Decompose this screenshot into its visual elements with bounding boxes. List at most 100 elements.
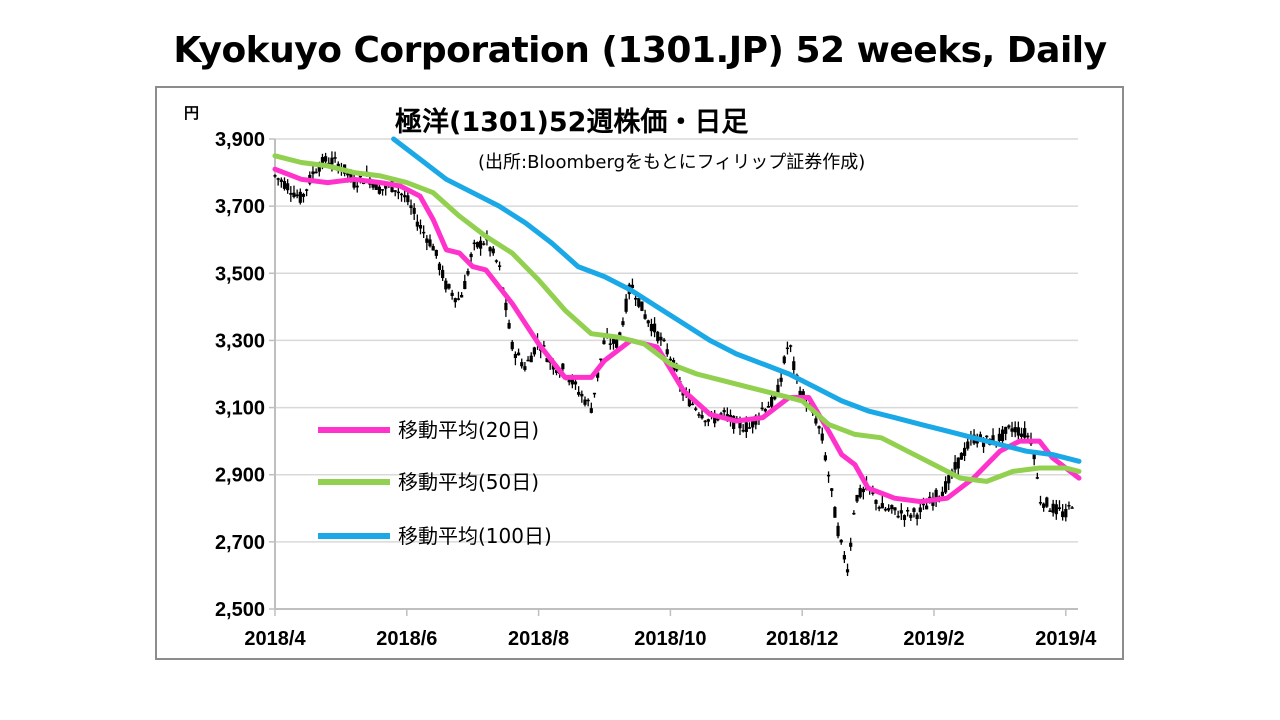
price-candle bbox=[479, 240, 483, 249]
legend-label: 移動平均(20日) bbox=[398, 418, 539, 442]
price-candle bbox=[602, 340, 606, 345]
price-candle bbox=[444, 280, 448, 290]
price-candle bbox=[377, 186, 381, 194]
price-candle bbox=[618, 332, 622, 337]
price-candle bbox=[896, 515, 900, 518]
price-candle bbox=[516, 352, 521, 356]
price-candle bbox=[507, 322, 511, 329]
price-candle bbox=[997, 433, 1001, 441]
x-tick-label: 2018/10 bbox=[634, 628, 706, 650]
price-candle bbox=[1045, 497, 1049, 507]
price-candle bbox=[466, 271, 470, 275]
price-candle bbox=[915, 514, 919, 520]
price-candle bbox=[472, 242, 476, 245]
slide-title: Kyokuyo Corporation (1301.JP) 52 weeks, … bbox=[173, 30, 1107, 71]
price-candle bbox=[836, 525, 840, 537]
price-candle bbox=[785, 347, 790, 350]
price-candle bbox=[510, 341, 514, 350]
price-candle bbox=[352, 178, 356, 188]
price-candle bbox=[301, 193, 306, 197]
price-candle bbox=[573, 381, 578, 385]
price-candle bbox=[324, 156, 328, 162]
price-candle bbox=[361, 182, 366, 185]
price-candle bbox=[589, 408, 593, 413]
price-candle bbox=[396, 191, 400, 194]
chart-frame bbox=[155, 86, 1124, 660]
price-candle bbox=[428, 239, 432, 247]
price-candle bbox=[475, 242, 480, 248]
price-candle bbox=[719, 413, 723, 415]
price-candle bbox=[520, 362, 524, 367]
price-candle bbox=[374, 181, 378, 190]
price-candle bbox=[333, 157, 337, 159]
price-candle bbox=[529, 355, 533, 363]
price-candle bbox=[611, 337, 616, 344]
price-candle bbox=[1010, 428, 1014, 432]
price-candle bbox=[504, 302, 508, 311]
price-candle bbox=[491, 248, 495, 254]
price-candle bbox=[877, 507, 881, 509]
moving-average-line-0 bbox=[272, 166, 1082, 505]
price-candle bbox=[282, 181, 287, 189]
price-candle bbox=[801, 391, 805, 396]
price-candle bbox=[1038, 502, 1043, 504]
price-candle bbox=[523, 366, 527, 370]
price-candle bbox=[320, 157, 325, 166]
price-candle bbox=[842, 555, 846, 560]
price-candle bbox=[314, 171, 318, 174]
price-candle bbox=[956, 457, 960, 469]
price-candle bbox=[469, 253, 473, 258]
price-candle bbox=[830, 488, 834, 491]
price-candle bbox=[463, 280, 467, 290]
price-candle bbox=[871, 492, 875, 494]
price-candle bbox=[779, 377, 783, 382]
price-candle bbox=[295, 194, 299, 197]
price-candle bbox=[1019, 433, 1024, 437]
price-candle bbox=[855, 494, 859, 502]
price-candle bbox=[839, 539, 843, 543]
price-candle bbox=[861, 488, 865, 493]
price-candle bbox=[646, 320, 650, 324]
price-candle bbox=[279, 179, 283, 182]
price-candle bbox=[991, 435, 995, 443]
y-tick-label: 3,500 bbox=[215, 263, 265, 285]
price-candle bbox=[399, 193, 404, 196]
price-candle bbox=[703, 420, 707, 423]
price-candle bbox=[577, 391, 581, 395]
price-candle bbox=[580, 393, 584, 397]
price-candle bbox=[298, 191, 302, 203]
price-candle bbox=[526, 359, 530, 362]
price-candle bbox=[890, 505, 894, 510]
x-tick-label: 2018/8 bbox=[508, 628, 569, 650]
price-candle bbox=[305, 189, 309, 191]
price-candle bbox=[766, 405, 771, 408]
price-candle bbox=[940, 491, 945, 497]
price-candle bbox=[741, 429, 745, 432]
price-candle bbox=[447, 284, 451, 289]
price-candle bbox=[583, 399, 587, 405]
moving-average-series bbox=[272, 136, 1082, 505]
price-candle bbox=[874, 499, 878, 504]
price-candle bbox=[713, 416, 717, 424]
price-candle bbox=[513, 353, 518, 359]
price-candle bbox=[1064, 508, 1068, 518]
price-candle bbox=[1000, 429, 1005, 442]
y-tick-label: 2,900 bbox=[215, 465, 265, 487]
price-candle bbox=[852, 512, 856, 515]
price-candle bbox=[789, 345, 793, 347]
y-tick-label: 3,100 bbox=[215, 398, 265, 420]
price-candle bbox=[792, 361, 796, 371]
price-candle bbox=[918, 507, 922, 513]
price-candle bbox=[668, 358, 672, 361]
price-candle bbox=[355, 185, 359, 188]
price-candle bbox=[652, 323, 657, 333]
price-candle bbox=[532, 347, 536, 355]
price-candle bbox=[833, 507, 837, 518]
price-candle bbox=[953, 462, 957, 470]
grid-lines bbox=[275, 138, 1078, 543]
price-candle bbox=[659, 336, 663, 341]
price-candle bbox=[330, 157, 334, 165]
y-tick-label: 2,700 bbox=[215, 532, 265, 554]
price-candle bbox=[403, 195, 407, 198]
price-candle bbox=[687, 396, 691, 407]
